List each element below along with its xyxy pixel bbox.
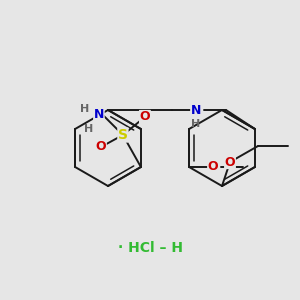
Text: S: S [118,128,128,142]
Text: H: H [84,124,94,134]
Text: O: O [208,160,218,173]
Text: N: N [191,103,201,116]
Text: · HCl – H: · HCl – H [118,241,182,255]
Text: H: H [80,104,89,114]
Text: O: O [140,110,150,124]
Text: O: O [225,155,235,169]
Text: O: O [96,140,106,154]
Text: H: H [191,119,201,129]
Text: N: N [94,109,104,122]
